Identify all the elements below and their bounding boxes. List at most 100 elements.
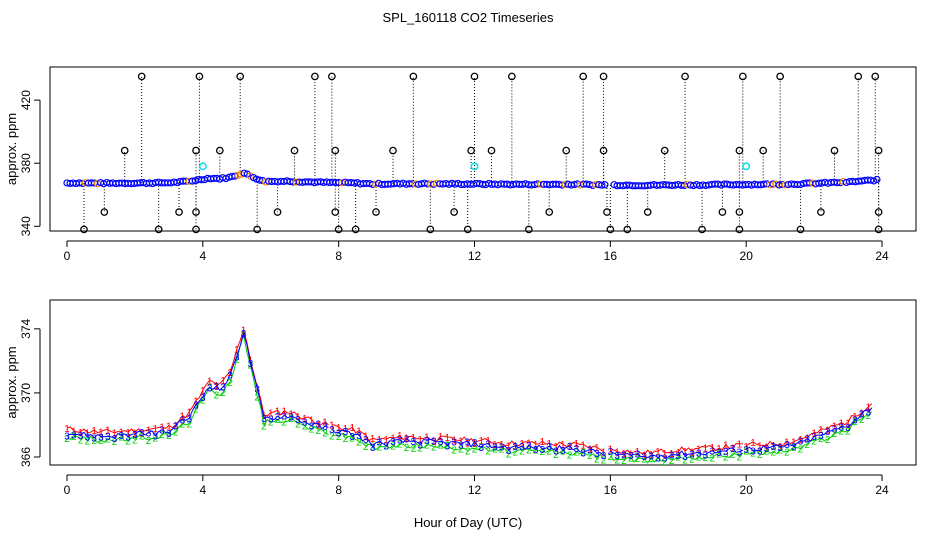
series-1-marker: 1 bbox=[594, 443, 600, 454]
series-1-marker: 1 bbox=[492, 440, 498, 451]
series-2-marker: 2 bbox=[241, 331, 247, 342]
series-1-marker: 1 bbox=[363, 432, 369, 443]
series-1-marker: 1 bbox=[608, 444, 614, 455]
series-3-marker: 3 bbox=[567, 442, 573, 453]
series-3-marker: 3 bbox=[682, 452, 688, 463]
series-3-marker: 3 bbox=[866, 407, 872, 418]
series-2-marker: 2 bbox=[859, 415, 865, 426]
bottom-plot-frame bbox=[49, 299, 917, 466]
outlier-point-bottom bbox=[796, 225, 805, 234]
series-2-marker: 2 bbox=[343, 434, 349, 445]
series-3-marker: 3 bbox=[662, 454, 668, 465]
series-2-marker: 2 bbox=[282, 418, 288, 429]
series-3-marker: 3 bbox=[85, 433, 91, 444]
series-2-marker: 2 bbox=[71, 432, 77, 443]
series-1-marker: 1 bbox=[839, 418, 845, 429]
series-3-marker: 3 bbox=[608, 447, 614, 458]
series-3-marker: 3 bbox=[411, 437, 417, 448]
series-1-marker: 1 bbox=[635, 447, 641, 458]
series-2-marker: 2 bbox=[125, 436, 131, 447]
series-2-marker: 2 bbox=[492, 444, 498, 455]
outlier-point-high bbox=[854, 72, 863, 81]
bottom-x-tick-label: 20 bbox=[740, 483, 754, 497]
series-3-marker: 3 bbox=[730, 444, 736, 455]
series-2-marker: 2 bbox=[288, 414, 294, 425]
outlier-point-high bbox=[311, 72, 319, 81]
series-1-marker: 1 bbox=[146, 426, 152, 437]
series-3-marker: 3 bbox=[282, 411, 288, 422]
series-3-marker: 3 bbox=[166, 429, 172, 440]
series-1-marker: 1 bbox=[465, 438, 471, 449]
series-1-marker: 1 bbox=[574, 439, 580, 450]
series-2-marker: 2 bbox=[227, 378, 233, 389]
series-2-marker: 2 bbox=[540, 447, 546, 458]
top-x-tick-label: 20 bbox=[740, 249, 754, 263]
series-3-marker: 3 bbox=[465, 437, 471, 448]
bottom-x-tick-label: 12 bbox=[468, 483, 482, 497]
series-1-marker: 1 bbox=[560, 440, 566, 451]
series-1-marker: 1 bbox=[546, 439, 552, 450]
outlier-point-high bbox=[738, 72, 747, 81]
series-2-marker: 2 bbox=[383, 442, 389, 453]
series-2-marker: 2 bbox=[845, 427, 851, 438]
series-1-marker: 1 bbox=[601, 448, 607, 459]
outlier-point-high bbox=[409, 72, 418, 81]
series-2-marker: 2 bbox=[112, 437, 118, 448]
series-2-marker: 2 bbox=[608, 452, 614, 463]
series-2-marker: 2 bbox=[417, 444, 423, 455]
outlier-point-mid bbox=[830, 146, 839, 155]
series-3-marker: 3 bbox=[703, 451, 709, 462]
series-3-marker: 3 bbox=[811, 432, 817, 443]
cyan-point bbox=[470, 162, 479, 171]
series-2-marker: 2 bbox=[234, 355, 240, 366]
series-3-marker: 3 bbox=[533, 445, 539, 456]
series-3-marker: 3 bbox=[485, 440, 491, 451]
series-2-marker: 2 bbox=[451, 445, 457, 456]
series-3-marker: 3 bbox=[757, 447, 763, 458]
baseline-point bbox=[601, 181, 609, 189]
series-2-marker: 2 bbox=[445, 440, 451, 451]
series-1-marker: 1 bbox=[485, 436, 491, 447]
outlier-point-mid bbox=[759, 146, 768, 155]
series-1-marker: 1 bbox=[152, 424, 158, 435]
series-2-line bbox=[331, 432, 605, 460]
outlier-point-mid bbox=[215, 146, 224, 155]
series-2-marker: 2 bbox=[716, 449, 722, 460]
series-2-marker: 2 bbox=[642, 454, 648, 465]
baseline-point bbox=[240, 169, 248, 177]
series-3-marker: 3 bbox=[709, 447, 715, 458]
series-2-marker: 2 bbox=[533, 446, 539, 457]
cyan-point bbox=[198, 162, 207, 171]
series-1-marker: 1 bbox=[268, 409, 274, 420]
series-1-marker: 1 bbox=[166, 421, 172, 432]
series-1-marker: 1 bbox=[682, 447, 688, 458]
series-3-marker: 3 bbox=[91, 434, 97, 445]
outlier-point-bottom bbox=[698, 225, 706, 234]
outlier-point-mid bbox=[562, 146, 571, 155]
outlier-point-bottom bbox=[334, 225, 343, 234]
outlier-point-high bbox=[508, 72, 516, 81]
outlier-point-high bbox=[776, 72, 785, 81]
series-3-marker: 3 bbox=[71, 430, 77, 441]
series-1-marker: 1 bbox=[309, 415, 315, 426]
series-2-marker: 2 bbox=[200, 395, 206, 406]
series-2-marker: 2 bbox=[805, 440, 811, 451]
series-3-marker: 3 bbox=[451, 438, 457, 449]
series-2-marker: 2 bbox=[166, 431, 172, 442]
series-3-marker: 3 bbox=[78, 431, 84, 442]
series-2-line bbox=[609, 452, 744, 464]
series-2-marker: 2 bbox=[574, 448, 580, 459]
outlier-point-high bbox=[579, 72, 588, 81]
series-1-line bbox=[66, 327, 329, 434]
series-3-marker: 3 bbox=[173, 422, 179, 433]
top-y-tick-label: 420 bbox=[19, 90, 33, 110]
series-2-marker: 2 bbox=[696, 452, 702, 463]
series-2-marker: 2 bbox=[349, 434, 355, 445]
series-1-marker: 1 bbox=[696, 444, 702, 455]
series-2-marker: 2 bbox=[777, 446, 783, 457]
series-3-marker: 3 bbox=[859, 409, 865, 420]
series-2-marker: 2 bbox=[506, 450, 512, 461]
outlier-point-mid bbox=[192, 146, 200, 155]
